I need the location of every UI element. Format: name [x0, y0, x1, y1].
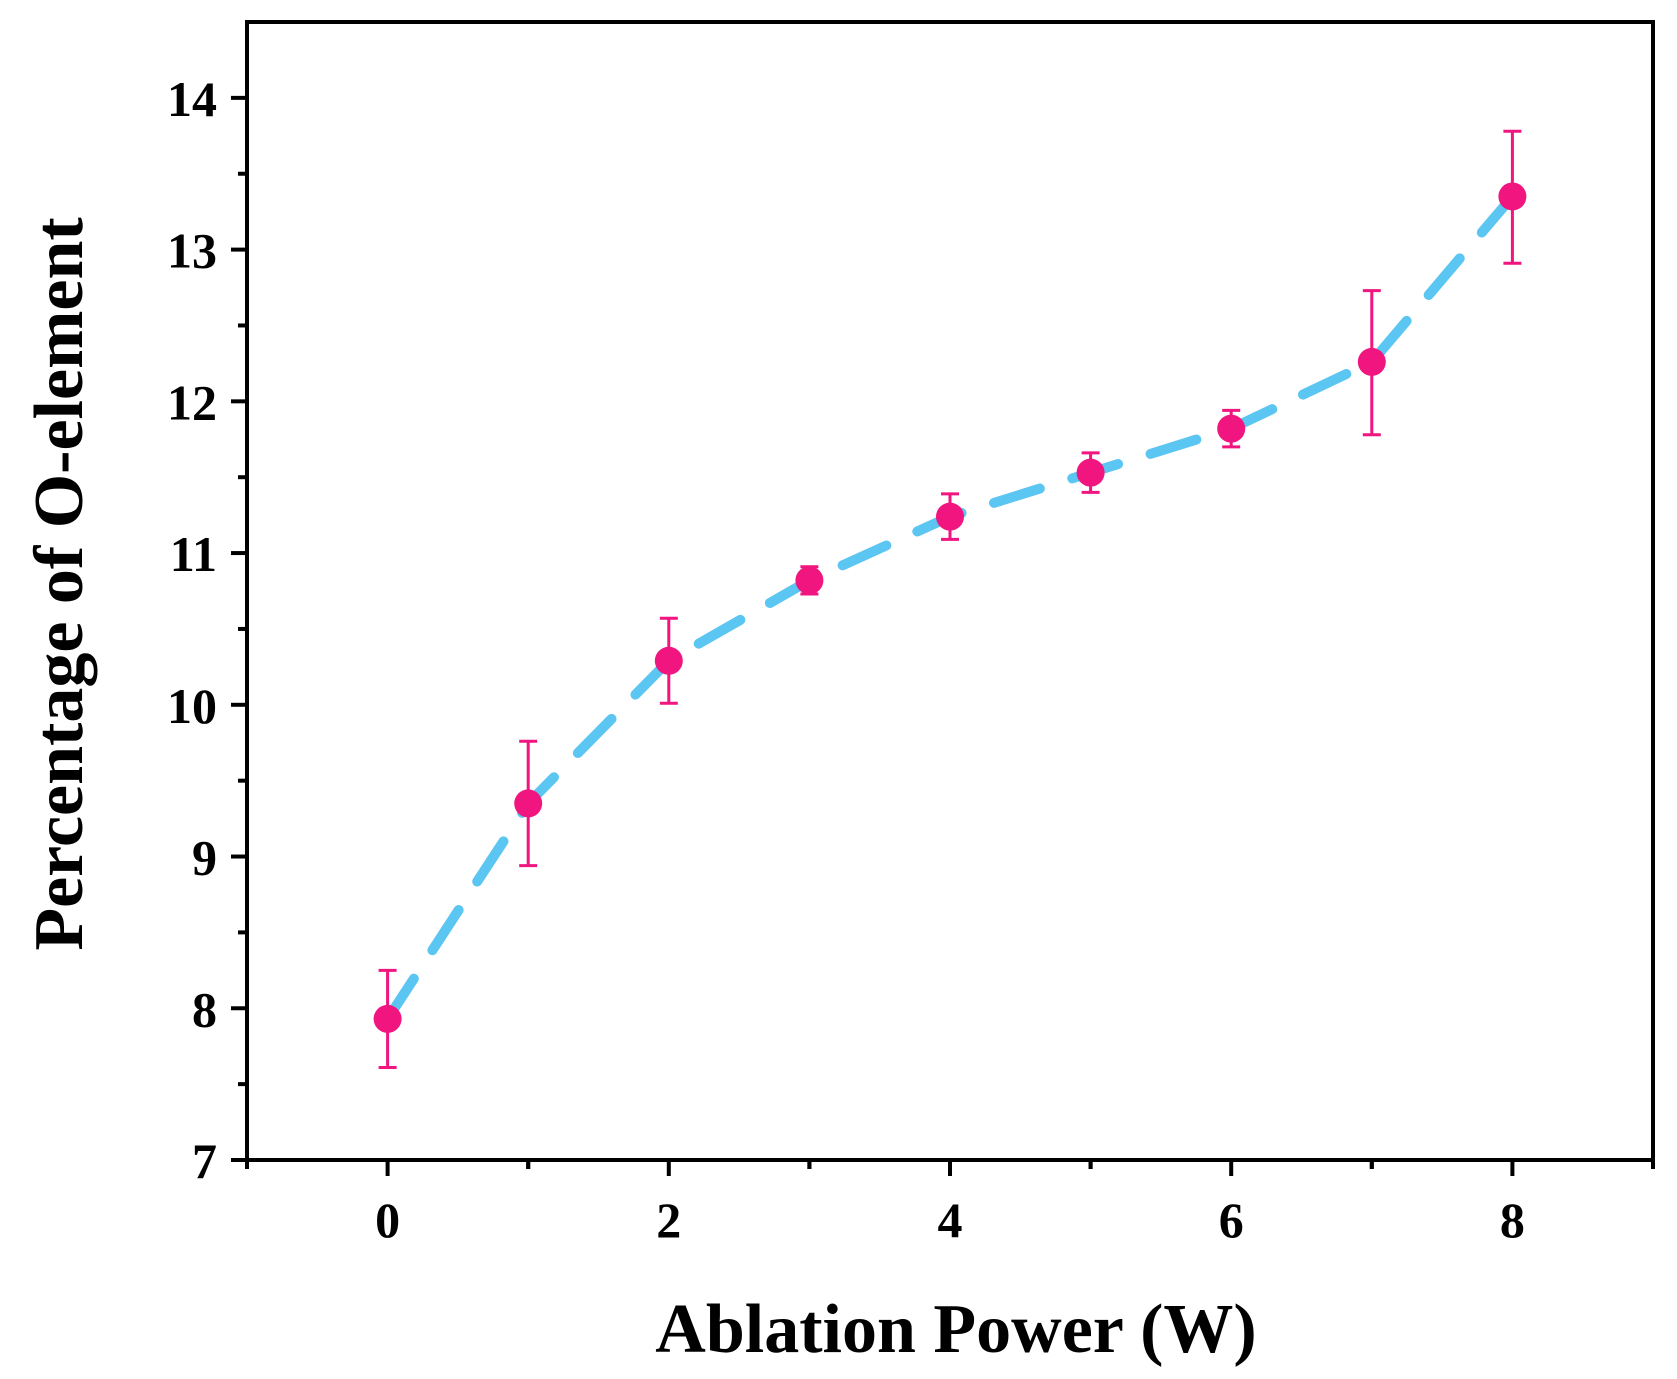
y-tick-label: 14 [167, 71, 217, 127]
data-point [1076, 458, 1105, 487]
y-tick-label: 9 [192, 830, 217, 886]
tick-layer: 7 8 9 10 11 12 13 14 0 2 4 6 8 [167, 71, 1655, 1248]
y-tick-label: 13 [167, 223, 217, 279]
x-tick-label: 4 [938, 1192, 963, 1248]
data-point [1357, 347, 1386, 376]
y-tick-label: 12 [167, 374, 217, 430]
data-point [373, 1004, 402, 1033]
data-point [936, 502, 964, 531]
data-point [1217, 414, 1246, 443]
data-point [514, 789, 543, 818]
y-tick-label: 7 [192, 1133, 217, 1189]
data-point [654, 646, 683, 675]
data-point [1498, 182, 1527, 211]
y-tick-label: 8 [192, 981, 217, 1037]
y-tick-label: 10 [167, 678, 217, 734]
y-tick-label: 11 [170, 526, 217, 582]
x-tick-label: 8 [1500, 1192, 1525, 1248]
x-tick-label: 2 [656, 1192, 681, 1248]
data-point [795, 566, 824, 595]
x-tick-label: 6 [1219, 1192, 1244, 1248]
marker-layer [373, 182, 1527, 1033]
x-axis-title: Ablation Power (W) [655, 1291, 1256, 1368]
x-tick-label: 0 [375, 1192, 400, 1248]
y-axis-title: Percentage of O-element [21, 217, 98, 950]
